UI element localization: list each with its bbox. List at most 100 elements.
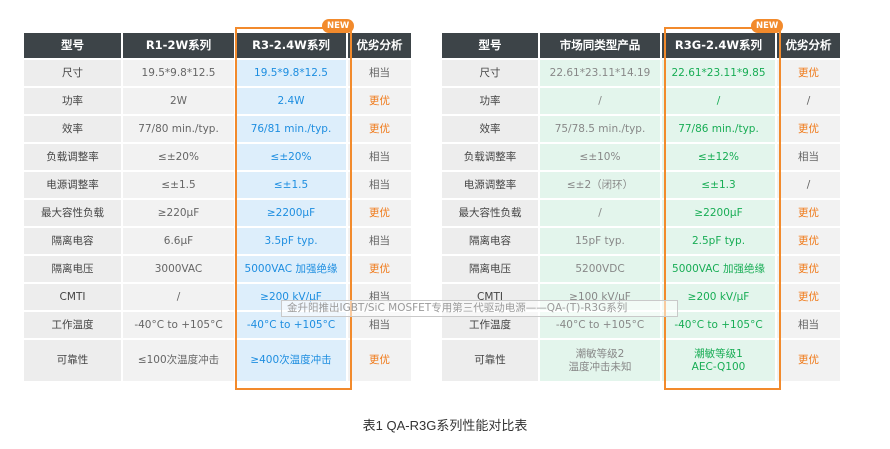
old-value: /	[123, 284, 234, 310]
header-cell: 型号	[24, 33, 121, 58]
new-value: 2.4W	[236, 88, 346, 114]
table-row: 尺寸 19.5*9.8*12.5 19.5*9.8*12.5 相当	[24, 60, 413, 88]
right-comparison-table: 型号 市场同类型产品 R3G-2.4W系列 优劣分析 尺寸 22.61*23.11*14.…	[442, 33, 842, 383]
new-value: ≥2200μF	[662, 200, 775, 226]
table-row: 电源调整率 ≤±2（闭环） ≤±1.3/	[442, 172, 842, 200]
old-value: -40°C to +105°C	[123, 312, 234, 338]
row-label: 隔离电容	[442, 228, 538, 254]
new-value: 潮敏等级1 AEC-Q100	[662, 340, 775, 381]
old-value: ≤±10%	[540, 144, 660, 170]
table-row: 可靠性 潮敏等级2 温度冲击未知 潮敏等级1 AEC-Q100 更优	[442, 340, 842, 383]
new-value: ≤±20%	[236, 144, 346, 170]
row-label: 负载调整率	[442, 144, 538, 170]
table-row: 最大容性负载 / ≥2200μF 更优	[442, 200, 842, 228]
row-label: 最大容性负载	[442, 200, 538, 226]
header-cell: R3-2.4W系列	[236, 33, 346, 58]
row-label: 工作温度	[24, 312, 121, 338]
old-value: ≥220μF	[123, 200, 234, 226]
old-value: ≤100次温度冲击	[123, 340, 234, 381]
table-row: 尺寸 22.61*23.11*14.19 22.61*23.11*9.85 更优	[442, 60, 842, 88]
new-value: 22.61*23.11*9.85	[662, 60, 775, 86]
table-row: 功率 / / /	[442, 88, 842, 116]
analysis-value: 更优	[348, 256, 411, 282]
new-badge-right: NEW	[751, 19, 784, 33]
header-cell: 优劣分析	[777, 33, 840, 58]
analysis-value: 更优	[348, 116, 411, 142]
old-value: /	[540, 200, 660, 226]
table-row: 功率 2W 2.4W 更优	[24, 88, 413, 116]
watermark-banner: 金升阳推出IGBT/SiC MOSFET专用第三代驱动电源——QA-(T)-R3…	[281, 300, 678, 317]
row-label: 隔离电压	[24, 256, 121, 282]
analysis-value: /	[777, 172, 840, 198]
analysis-value: 相当	[777, 312, 840, 338]
analysis-value: 相当	[348, 228, 411, 254]
table-row: 最大容性负载 ≥220μF ≥2200μF 更优	[24, 200, 413, 228]
old-value: ≤±2（闭环）	[540, 172, 660, 198]
header-row: 型号 市场同类型产品 R3G-2.4W系列 优劣分析	[442, 33, 842, 60]
new-value: ≤±12%	[662, 144, 775, 170]
old-value: /	[540, 88, 660, 114]
row-label: CMTI	[24, 284, 121, 310]
row-label: 效率	[442, 116, 538, 142]
row-label: 效率	[24, 116, 121, 142]
row-label: 尺寸	[24, 60, 121, 86]
old-value: 潮敏等级2 温度冲击未知	[540, 340, 660, 381]
row-label: 可靠性	[442, 340, 538, 381]
row-label: 隔离电压	[442, 256, 538, 282]
table-row: 隔离电压 5200VDC 5000VAC 加强绝缘 更优	[442, 256, 842, 284]
table-row: 隔离电压 3000VAC 5000VAC 加强绝缘 更优	[24, 256, 413, 284]
row-label: 隔离电容	[24, 228, 121, 254]
row-label: 功率	[24, 88, 121, 114]
analysis-value: 更优	[777, 228, 840, 254]
table-row: 隔离电容 6.6μF 3.5pF typ. 相当	[24, 228, 413, 256]
table-caption: 表1 QA-R3G系列性能对比表	[362, 418, 528, 433]
analysis-value: 更优	[348, 88, 411, 114]
header-cell: 型号	[442, 33, 538, 58]
analysis-value: 更优	[777, 200, 840, 226]
new-value: ≥200 kV/μF	[662, 284, 775, 310]
new-value: 76/81 min./typ.	[236, 116, 346, 142]
old-value: 3000VAC	[123, 256, 234, 282]
header-cell: R3G-2.4W系列	[662, 33, 775, 58]
analysis-value: 更优	[777, 60, 840, 86]
old-value: 75/78.5 min./typ.	[540, 116, 660, 142]
old-value: ≤±1.5	[123, 172, 234, 198]
new-value: 5000VAC 加强绝缘	[236, 256, 346, 282]
new-value: ≤±1.3	[662, 172, 775, 198]
old-value: 19.5*9.8*12.5	[123, 60, 234, 86]
row-label: 负载调整率	[24, 144, 121, 170]
row-label: 尺寸	[442, 60, 538, 86]
table-row: 效率 75/78.5 min./typ. 77/86 min./typ. 更优	[442, 116, 842, 144]
table-row: CMTI ≥100 kV/μF ≥200 kV/μF 更优	[442, 284, 842, 312]
table-row: 可靠性 ≤100次温度冲击 ≥400次温度冲击 更优	[24, 340, 413, 383]
analysis-value: 更优	[777, 340, 840, 381]
new-value: ≥400次温度冲击	[236, 340, 346, 381]
old-value: 2W	[123, 88, 234, 114]
new-value: ≥2200μF	[236, 200, 346, 226]
right-highlight-frame	[664, 27, 781, 390]
analysis-value: 相当	[348, 144, 411, 170]
analysis-value: 更优	[777, 284, 840, 310]
analysis-value: 更优	[348, 200, 411, 226]
new-value: /	[662, 88, 775, 114]
header-cell: R1-2W系列	[123, 33, 234, 58]
new-badge-left: NEW	[322, 19, 355, 33]
table-row: 负载调整率 ≤±20% ≤±20% 相当	[24, 144, 413, 172]
old-value: ≤±20%	[123, 144, 234, 170]
table-row: 负载调整率 ≤±10% ≤±12% 相当	[442, 144, 842, 172]
analysis-value: 相当	[777, 144, 840, 170]
analysis-value: 相当	[348, 172, 411, 198]
new-value: 19.5*9.8*12.5	[236, 60, 346, 86]
left-comparison-table: 型号 R1-2W系列 R3-2.4W系列 优劣分析 尺寸 19.5*9.8*12.5 19.…	[24, 33, 413, 383]
header-row: 型号 R1-2W系列 R3-2.4W系列 优劣分析	[24, 33, 413, 60]
new-value: ≤±1.5	[236, 172, 346, 198]
old-value: 22.61*23.11*14.19	[540, 60, 660, 86]
new-value: 77/86 min./typ.	[662, 116, 775, 142]
row-label: 最大容性负载	[24, 200, 121, 226]
row-label: 电源调整率	[442, 172, 538, 198]
new-value: 3.5pF typ.	[236, 228, 346, 254]
analysis-value: /	[777, 88, 840, 114]
row-label: 可靠性	[24, 340, 121, 381]
old-value: 5200VDC	[540, 256, 660, 282]
row-label: 电源调整率	[24, 172, 121, 198]
